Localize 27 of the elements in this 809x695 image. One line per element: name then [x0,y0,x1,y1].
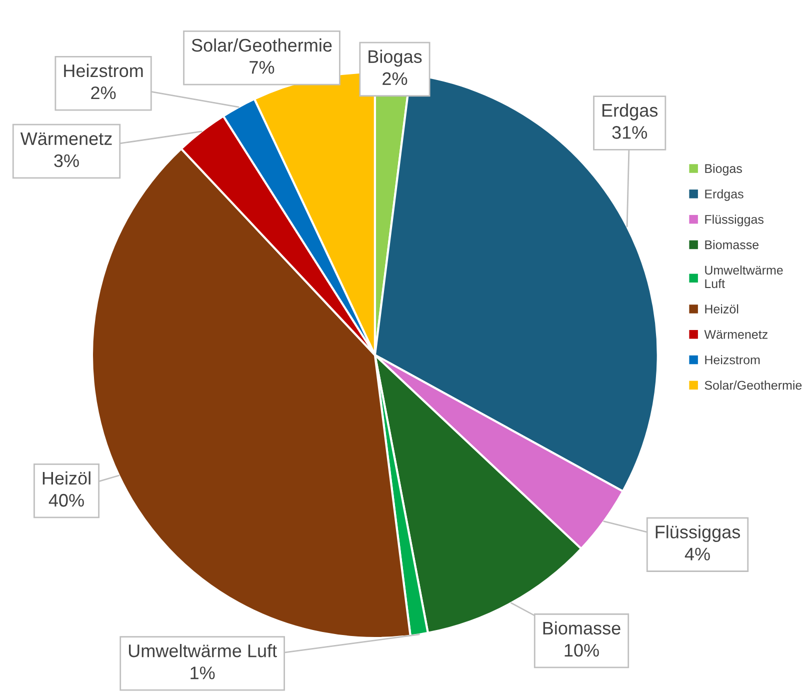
data-label: 1% [190,666,215,680]
data-label: 10% [564,644,599,657]
slice-label: Heizöl [42,471,90,485]
slice-label: Biomasse [543,621,620,635]
data-label: 2% [382,72,408,86]
legend-label: Heizstrom [705,355,760,364]
legend-label: Flüssiggas [705,214,764,226]
slice-label: Erdgas [602,104,658,120]
legend-label: Umweltwärme Luft [705,265,783,288]
data-label: 2% [91,86,116,100]
legend-label: Heizöl [705,304,738,314]
data-label: 7% [250,61,274,74]
data-label: 3% [54,154,79,168]
slice-label: Wärmenetz [20,132,112,146]
legend-label: Wärmenetz [704,330,768,339]
legend-label: Solar/Geothermie [704,380,802,390]
slice-label: Biogas [368,50,422,67]
legend-label: Biogas [705,164,742,176]
legend-label: Biomasse [705,240,759,250]
legend-label: Erdgas [705,189,744,201]
data-label: 4% [684,548,710,560]
slice-label: Flüssiggas [656,525,740,542]
slice-label: Heizstrom [64,64,143,78]
data-label: 40% [48,494,84,507]
slice-label: Umweltwärme Luft [128,644,277,658]
slice-label: Solar/Geothermie [192,38,332,52]
data-label: 31% [612,126,648,139]
